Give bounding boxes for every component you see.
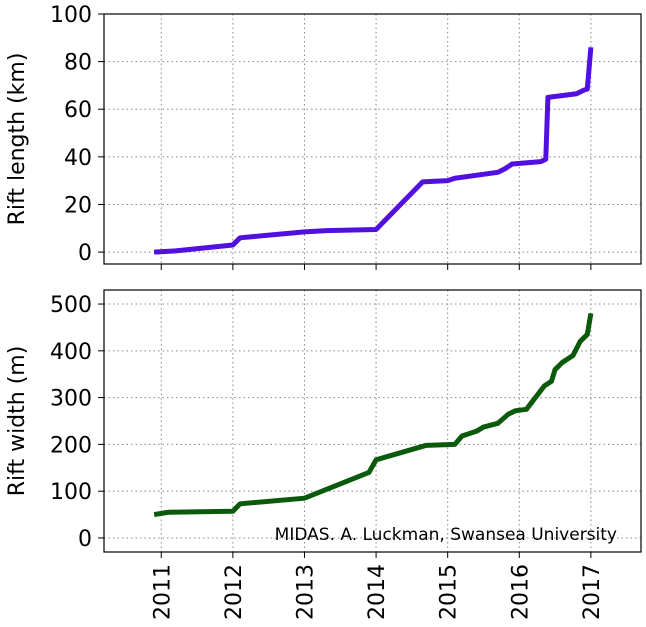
y-tick-label: 0 — [78, 241, 92, 266]
y-tick-label: 60 — [64, 98, 92, 123]
x-tick-label: 2017 — [580, 564, 605, 620]
y-tick-label: 100 — [50, 480, 92, 505]
y-axis-label: Rift width (m) — [5, 346, 30, 497]
y-tick-label: 500 — [50, 293, 92, 318]
x-tick-label: 2011 — [150, 564, 175, 620]
plot-frame — [103, 289, 642, 553]
x-tick-label: 2014 — [365, 564, 390, 620]
annotation: MIDAS. A. Luckman, Swansea University — [275, 525, 617, 545]
x-tick-label: 2016 — [508, 564, 533, 620]
x-tick-label: 2015 — [437, 564, 462, 620]
y-tick-label: 100 — [50, 3, 92, 28]
y-tick-label: 200 — [50, 433, 92, 458]
y-axis-label: Rift length (km) — [5, 53, 30, 226]
x-tick-label: 2013 — [293, 564, 318, 620]
y-tick-label: 300 — [50, 387, 92, 412]
y-tick-label: 400 — [50, 340, 92, 365]
y-tick-label: 0 — [78, 527, 92, 552]
y-tick-label: 40 — [64, 146, 92, 171]
y-tick-label: 20 — [64, 193, 92, 218]
x-tick-label: 2012 — [222, 564, 247, 620]
plot-frame — [103, 13, 642, 265]
y-tick-label: 80 — [64, 51, 92, 76]
line — [153, 312, 594, 518]
line — [153, 47, 594, 255]
